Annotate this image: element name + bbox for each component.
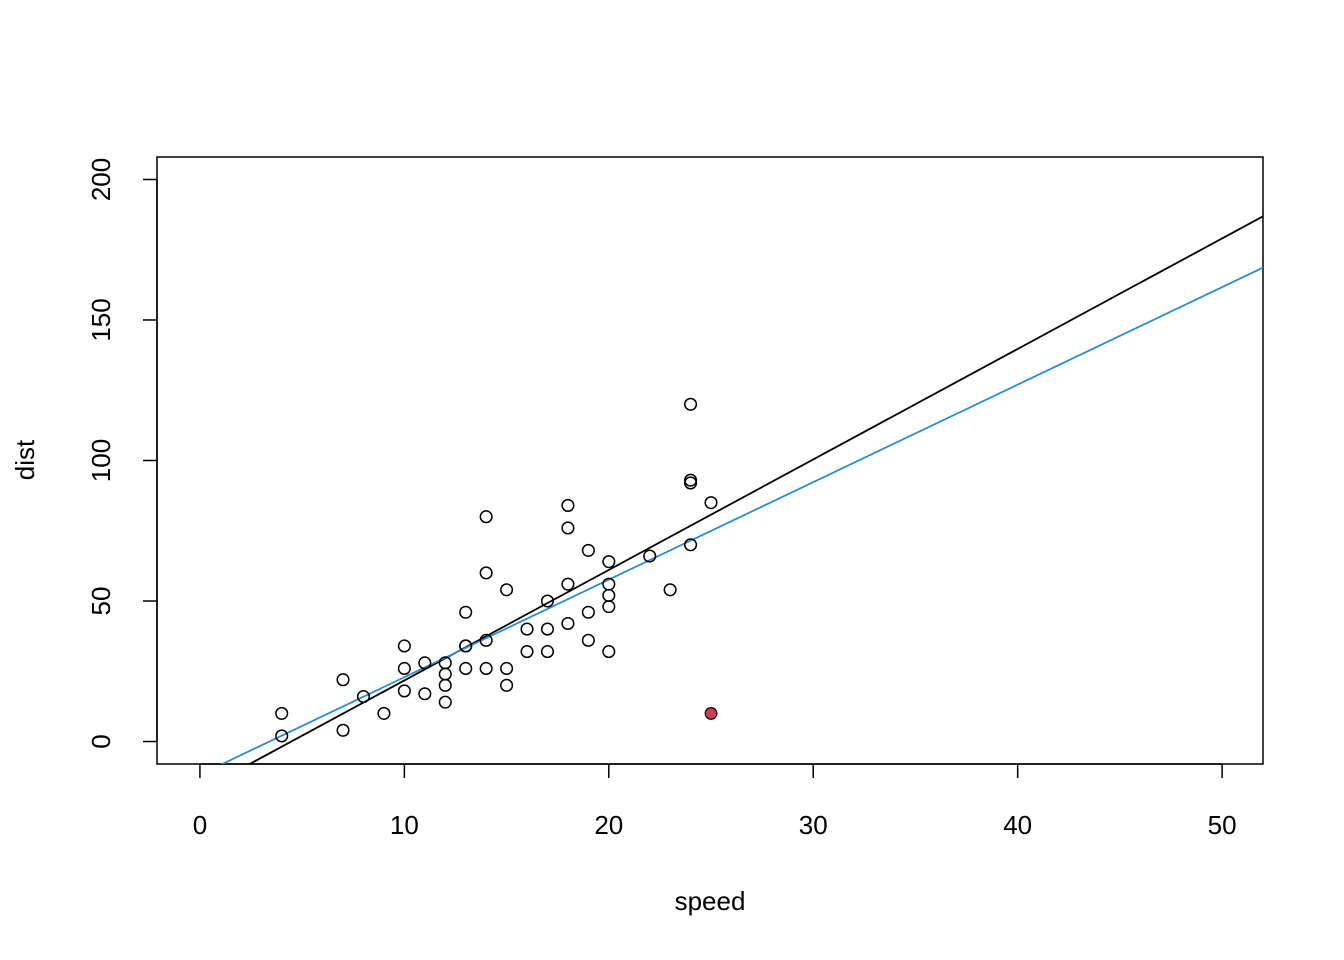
data-point — [602, 577, 616, 591]
data-point — [602, 588, 616, 602]
data-point — [438, 667, 452, 681]
y-tick-label: 100 — [86, 439, 116, 482]
data-point — [581, 633, 595, 647]
data-point — [540, 594, 555, 608]
data-point — [602, 555, 616, 569]
data-point — [438, 695, 452, 709]
y-tick-label: 150 — [86, 298, 116, 341]
x-tick-label: 20 — [594, 810, 623, 840]
data-point — [500, 661, 514, 676]
x-axis: 0 10 20 30 40 50 — [193, 763, 1237, 840]
data-point — [459, 639, 473, 653]
x-tick-label: 30 — [799, 810, 828, 840]
data-point — [561, 498, 575, 513]
data-point — [684, 473, 698, 487]
x-tick-label: 0 — [193, 810, 207, 840]
y-axis: 0 50 100 150 200 — [86, 158, 158, 749]
data-point — [418, 687, 432, 701]
data-point — [479, 661, 493, 676]
data-point — [336, 723, 350, 737]
data-point — [602, 645, 616, 659]
y-tick-label: 200 — [86, 158, 116, 201]
data-point — [418, 656, 432, 670]
data-point — [643, 549, 657, 563]
data-point — [581, 605, 595, 619]
data-point — [602, 600, 616, 614]
data-point — [684, 397, 698, 411]
data-point — [684, 476, 698, 490]
x-tick-label: 50 — [1208, 810, 1237, 840]
y-axis-label: dist — [10, 439, 40, 480]
data-point — [459, 605, 473, 619]
data-point — [479, 566, 493, 580]
regression-lines — [220, 215, 1263, 764]
data-point — [397, 639, 411, 653]
regression-line-2 — [220, 266, 1263, 764]
data-point — [336, 673, 350, 687]
y-tick-label: 50 — [86, 587, 116, 616]
data-point — [663, 583, 677, 597]
data-point — [684, 538, 698, 552]
x-axis-label: speed — [675, 886, 746, 916]
data-point — [275, 706, 289, 720]
data-point — [459, 661, 473, 676]
data-point — [500, 583, 514, 597]
data-point — [397, 684, 411, 698]
data-point — [561, 616, 575, 631]
x-tick-label: 40 — [1003, 810, 1032, 840]
data-point — [540, 622, 555, 636]
data-point — [500, 678, 514, 692]
data-point — [275, 729, 289, 743]
x-tick-label: 10 — [390, 810, 419, 840]
data-point — [479, 510, 493, 524]
data-point — [520, 645, 534, 659]
data-point — [561, 577, 575, 591]
data-point — [479, 633, 493, 647]
highlighted-point — [704, 707, 718, 720]
data-point — [397, 661, 411, 676]
data-point — [438, 678, 452, 692]
data-point — [704, 496, 718, 510]
data-point — [540, 645, 555, 659]
data-point — [356, 690, 371, 704]
data-point — [581, 543, 595, 557]
data-point — [561, 521, 575, 535]
plot-frame — [156, 156, 1264, 765]
data-point — [520, 622, 534, 636]
data-points — [275, 397, 718, 743]
data-point — [377, 706, 391, 720]
y-tick-label: 0 — [86, 734, 116, 748]
regression-line-1 — [247, 215, 1263, 764]
data-point — [438, 656, 452, 670]
